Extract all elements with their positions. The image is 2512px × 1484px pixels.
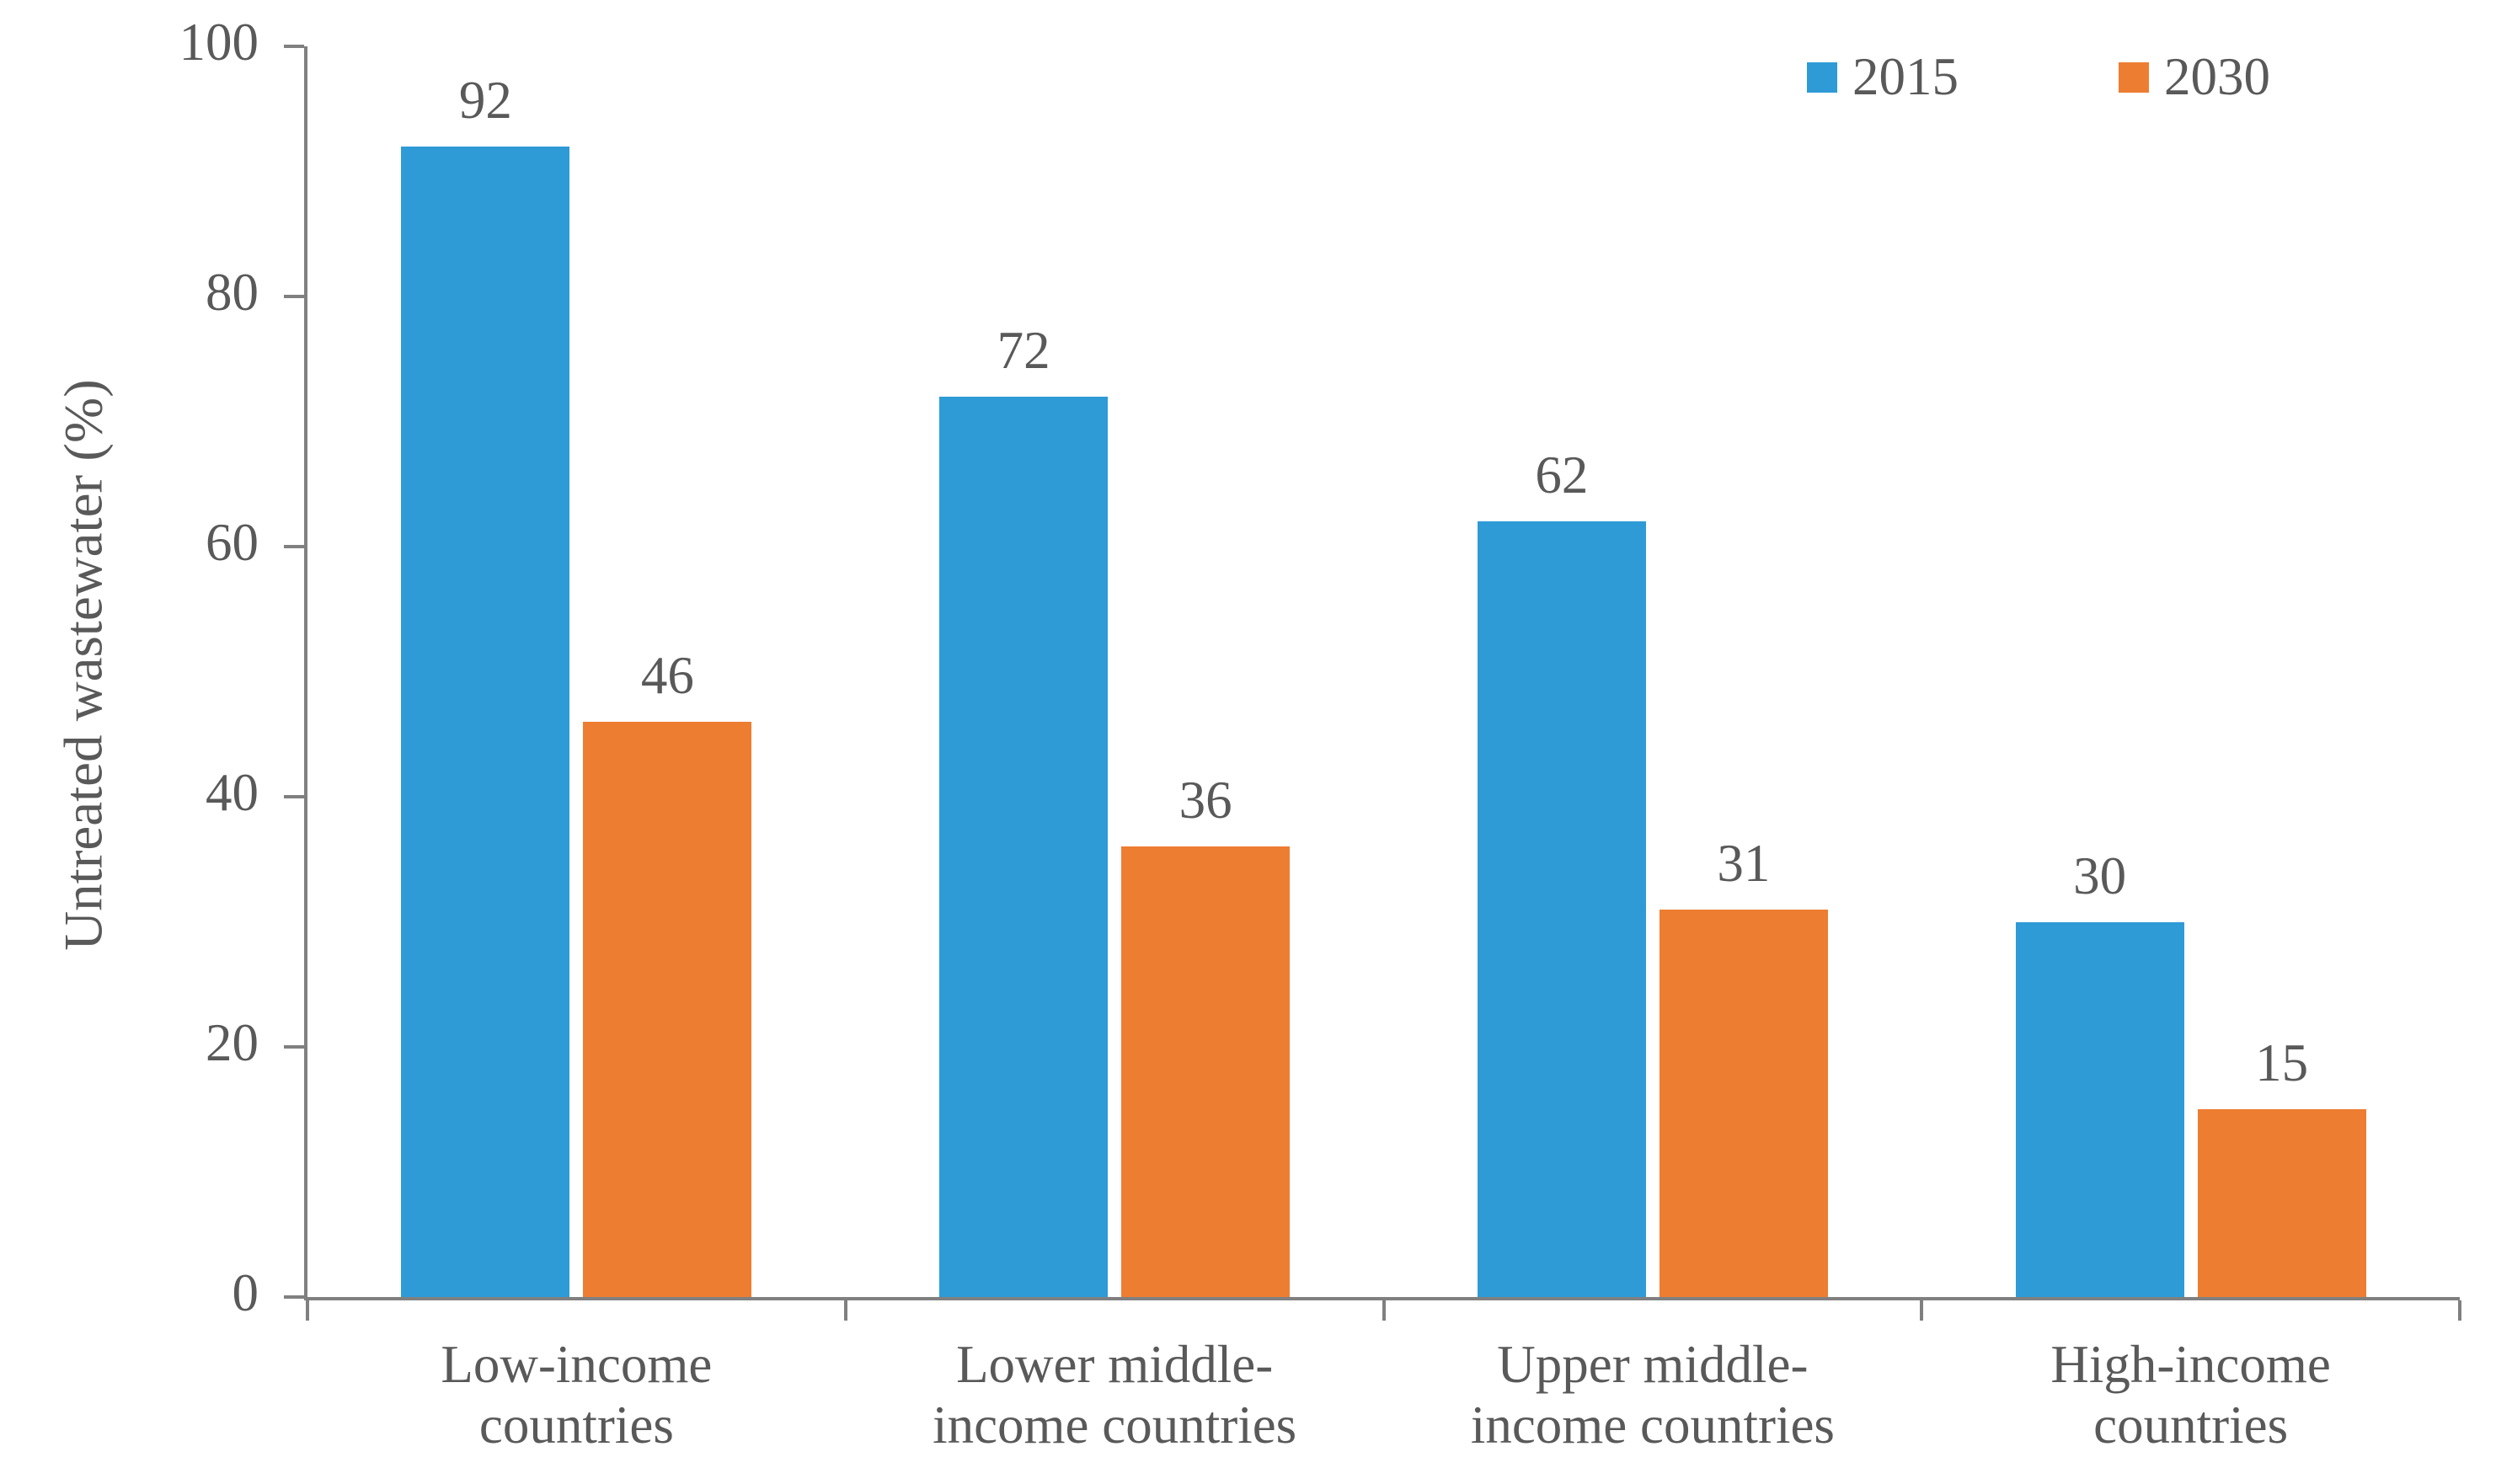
bar-2015 [939,397,1108,1297]
y-tick [284,45,304,48]
x-category-label-line1: Lower middle- [846,1334,1384,1395]
bar-value-label: 30 [1982,846,2218,907]
x-category-label: Low-incomecountries [307,1334,846,1456]
x-category-label-line2: income countries [1384,1395,1922,1455]
bar-2015 [2016,922,2184,1298]
x-category-label-line1: Low-income [307,1334,846,1395]
bar-2015 [401,147,569,1297]
x-category-label-line1: Upper middle- [1384,1334,1922,1395]
bar-chart: 0 20 40 60 80 100 Untreated wastewater (%) 92 46… [0,0,2512,1484]
y-tick [284,1295,304,1299]
bar-2030 [1121,846,1290,1297]
y-tick-label: 60 [0,512,259,574]
y-tick [284,1045,304,1049]
y-tick-label: 0 [0,1262,259,1324]
x-tick [1382,1300,1386,1321]
y-tick-label: 20 [0,1012,259,1074]
legend-swatch [1807,62,1837,93]
legend: 2015 2030 [1807,46,2270,108]
legend-item: 2030 [2119,46,2270,108]
bar-2030 [1660,910,1828,1297]
bar-value-label: 36 [1088,770,1323,831]
bar-value-label: 15 [2164,1033,2400,1094]
x-tick [306,1300,309,1321]
bar-value-label: 62 [1444,445,1680,506]
bar-value-label: 31 [1626,833,1862,894]
x-tick [1920,1300,1923,1321]
y-tick [284,295,304,298]
y-axis-title: Untreated wastewater (%) [53,286,116,1044]
bar-2015 [1478,521,1646,1297]
legend-label: 2030 [2164,46,2270,108]
x-category-label: Lower middle-income countries [846,1334,1384,1456]
y-axis-line [304,46,307,1297]
bar-2030 [583,722,751,1297]
y-tick [284,545,304,548]
x-category-label: Upper middle-income countries [1384,1334,1922,1456]
y-tick-label: 80 [0,262,259,323]
bar-value-label: 92 [367,70,603,131]
bar-value-label: 46 [549,645,785,707]
x-category-label-line1: High-income [1921,1334,2460,1395]
y-tick-label: 40 [0,762,259,824]
x-category-label-line2: countries [307,1395,846,1455]
legend-item: 2015 [1807,46,1959,108]
bar-2030 [2198,1109,2366,1297]
bar-value-label: 72 [906,320,1141,382]
x-tick [844,1300,847,1321]
x-category-label-line2: countries [1921,1395,2460,1455]
x-tick [2458,1300,2461,1321]
y-tick-label: 100 [0,12,259,73]
x-category-label: High-incomecountries [1921,1334,2460,1456]
x-category-label-line2: income countries [846,1395,1384,1455]
y-tick [284,795,304,798]
legend-label: 2015 [1852,46,1959,108]
legend-swatch [2119,62,2149,93]
